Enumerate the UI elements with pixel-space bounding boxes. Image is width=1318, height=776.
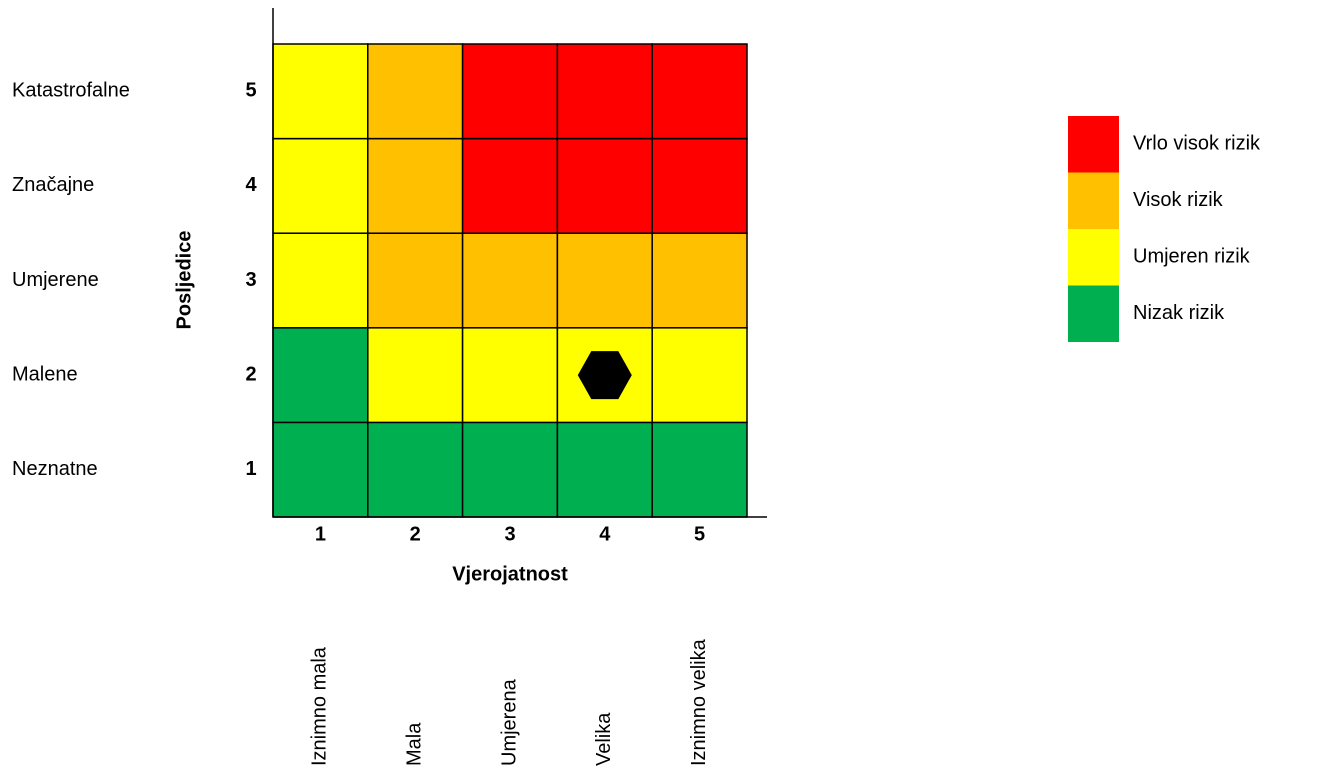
risk-cell [272,421,369,518]
marker [577,351,632,400]
legend-label: Vrlo visok rizik [1133,133,1261,155]
risk-cell [651,43,748,140]
risk-cell [651,232,748,329]
risk-cell [651,421,748,518]
y-tick-label: 5 [245,80,256,102]
x-description: Umjerena [498,678,520,766]
risk-cell [272,43,369,140]
y-description: Katastrofalne [12,80,130,102]
risk-cell [272,137,369,234]
risk-cell [272,232,369,329]
y-tick-label: 2 [245,363,256,385]
risk-cell [651,137,748,234]
legend-label: Visok rizik [1133,189,1224,211]
risk-cell [651,327,748,424]
risk-cell [461,232,559,329]
legend-swatch [1068,116,1119,173]
risk-cell [461,421,559,518]
risk-cell [556,137,653,234]
legend-swatch [1068,172,1119,229]
x-description: Iznimno velika [688,638,710,766]
x-tick-label: 4 [599,523,611,545]
legend-swatch [1068,229,1119,286]
x-tick-label: 3 [504,523,515,545]
risk-cell [461,327,559,424]
risk-cell [367,232,464,329]
legend-label: Umjeren rizik [1133,246,1251,268]
risk-cell [272,327,369,424]
risk-cell [367,327,464,424]
risk-cell [367,137,464,234]
risk-cell [556,232,653,329]
risk-cell [556,421,653,518]
risk-cell [367,421,464,518]
x-tick-label: 2 [410,523,421,545]
x-description: Mala [403,722,425,766]
y-tick-label: 1 [245,458,256,480]
risk-cell [461,137,559,234]
y-description: Neznatne [12,458,98,480]
legend-swatch [1068,285,1119,342]
risk-cell [556,43,653,140]
y-description: Malene [12,363,78,385]
legend-label: Nizak rizik [1133,302,1225,324]
x-tick-label: 1 [315,523,326,545]
y-tick-label: 3 [245,269,256,291]
risk-cell [461,43,559,140]
y-description: Umjerene [12,269,99,291]
y-description: Značajne [12,174,94,196]
x-tick-label: 5 [694,523,705,545]
y-axis-label: Posljedice [173,231,195,330]
y-tick-label: 4 [245,174,257,196]
x-description: Iznimno mala [309,646,331,766]
risk-cell [367,43,464,140]
x-description: Velika [593,712,615,766]
x-axis-label: Vjerojatnost [452,563,568,585]
